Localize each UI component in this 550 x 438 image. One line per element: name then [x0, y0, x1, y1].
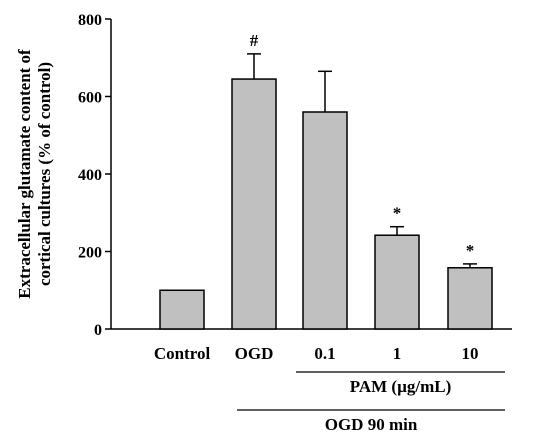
y-tick-label: 600 — [78, 90, 102, 107]
y-axis-label: Extracellular glutamate content of corti… — [15, 49, 54, 299]
y-tick-label: 0 — [94, 322, 102, 339]
category-label: 1 — [393, 344, 402, 363]
bar-1 — [374, 234, 420, 330]
y-tick-label: 400 — [78, 167, 102, 184]
error-bars — [247, 53, 477, 268]
y-axis-label-line1: Extracellular glutamate content of — [15, 49, 34, 299]
bar-10 — [447, 267, 493, 330]
category-label: Control — [154, 344, 211, 363]
group-label: PAM (µg/mL) — [350, 377, 452, 396]
category-label: 0.1 — [314, 344, 335, 363]
group-brackets: PAM (µg/mL) OGD 90 min — [237, 371, 505, 434]
bar-control — [159, 289, 205, 330]
significance-mark: # — [250, 31, 259, 50]
y-tick-label: 200 — [78, 245, 102, 262]
significance-mark: * — [393, 204, 402, 223]
y-axis-label-line2: cortical cultures (% of control) — [35, 62, 54, 286]
bar-0-1 — [302, 111, 348, 330]
category-labels: Control OGD 0.1 1 10 — [154, 344, 479, 363]
group-label: OGD 90 min — [325, 415, 418, 434]
y-tick-label: 800 — [78, 12, 102, 29]
y-axis-ticks: 0 200 400 600 800 — [78, 12, 111, 339]
significance-mark: * — [466, 241, 475, 260]
bars — [159, 78, 493, 330]
significance-annotations: # * * — [250, 31, 475, 260]
category-label: 10 — [462, 344, 479, 363]
category-label: OGD — [235, 344, 274, 363]
bar-ogd — [231, 78, 277, 330]
